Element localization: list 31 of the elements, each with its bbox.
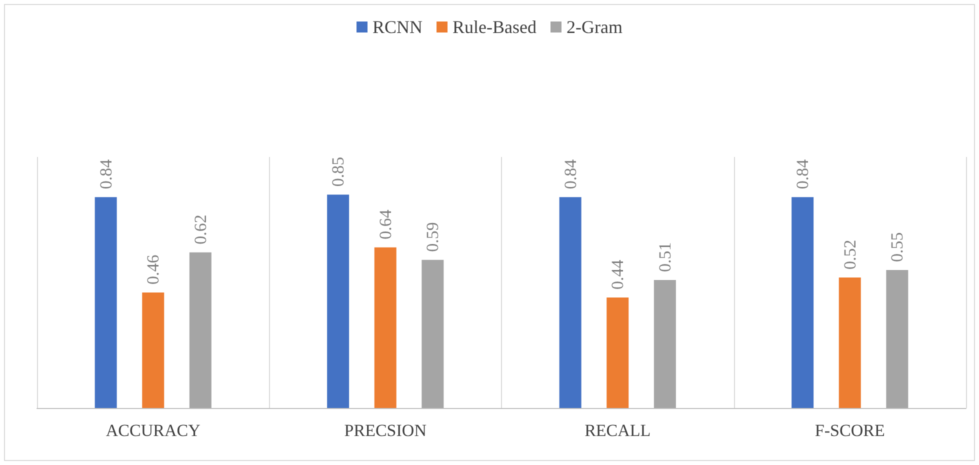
data-label: 0.85 — [328, 156, 348, 187]
bar — [374, 247, 396, 408]
bar — [422, 260, 444, 408]
bar — [792, 197, 814, 408]
data-label: 0.84 — [560, 158, 580, 190]
bar — [142, 292, 164, 408]
bar — [189, 252, 212, 408]
data-label: 0.46 — [144, 254, 163, 285]
data-label: 0.84 — [793, 158, 812, 190]
legend-label: 2-Gram — [566, 17, 622, 37]
bar — [559, 197, 582, 408]
data-label: 0.44 — [608, 259, 628, 290]
x-tick-label: ACCURACY — [106, 421, 200, 440]
x-tick-label: RECALL — [584, 421, 651, 440]
data-label: 0.51 — [655, 242, 674, 272]
x-tick-label: PRECSION — [344, 421, 426, 440]
x-tick-label: F-SCORE — [814, 421, 885, 440]
data-label: 0.55 — [888, 232, 907, 262]
data-label: 0.64 — [376, 209, 395, 240]
data-label: 0.84 — [96, 158, 116, 190]
bar — [838, 277, 861, 408]
bar — [94, 197, 117, 408]
bar — [327, 194, 350, 408]
data-label: 0.62 — [190, 214, 210, 244]
bar — [654, 280, 676, 408]
bar — [886, 270, 908, 408]
legend-label: Rule-Based — [452, 17, 537, 37]
data-label: 0.52 — [840, 240, 860, 270]
bar — [606, 298, 629, 408]
legend-label: RCNN — [372, 17, 423, 37]
data-label: 0.59 — [423, 222, 442, 252]
